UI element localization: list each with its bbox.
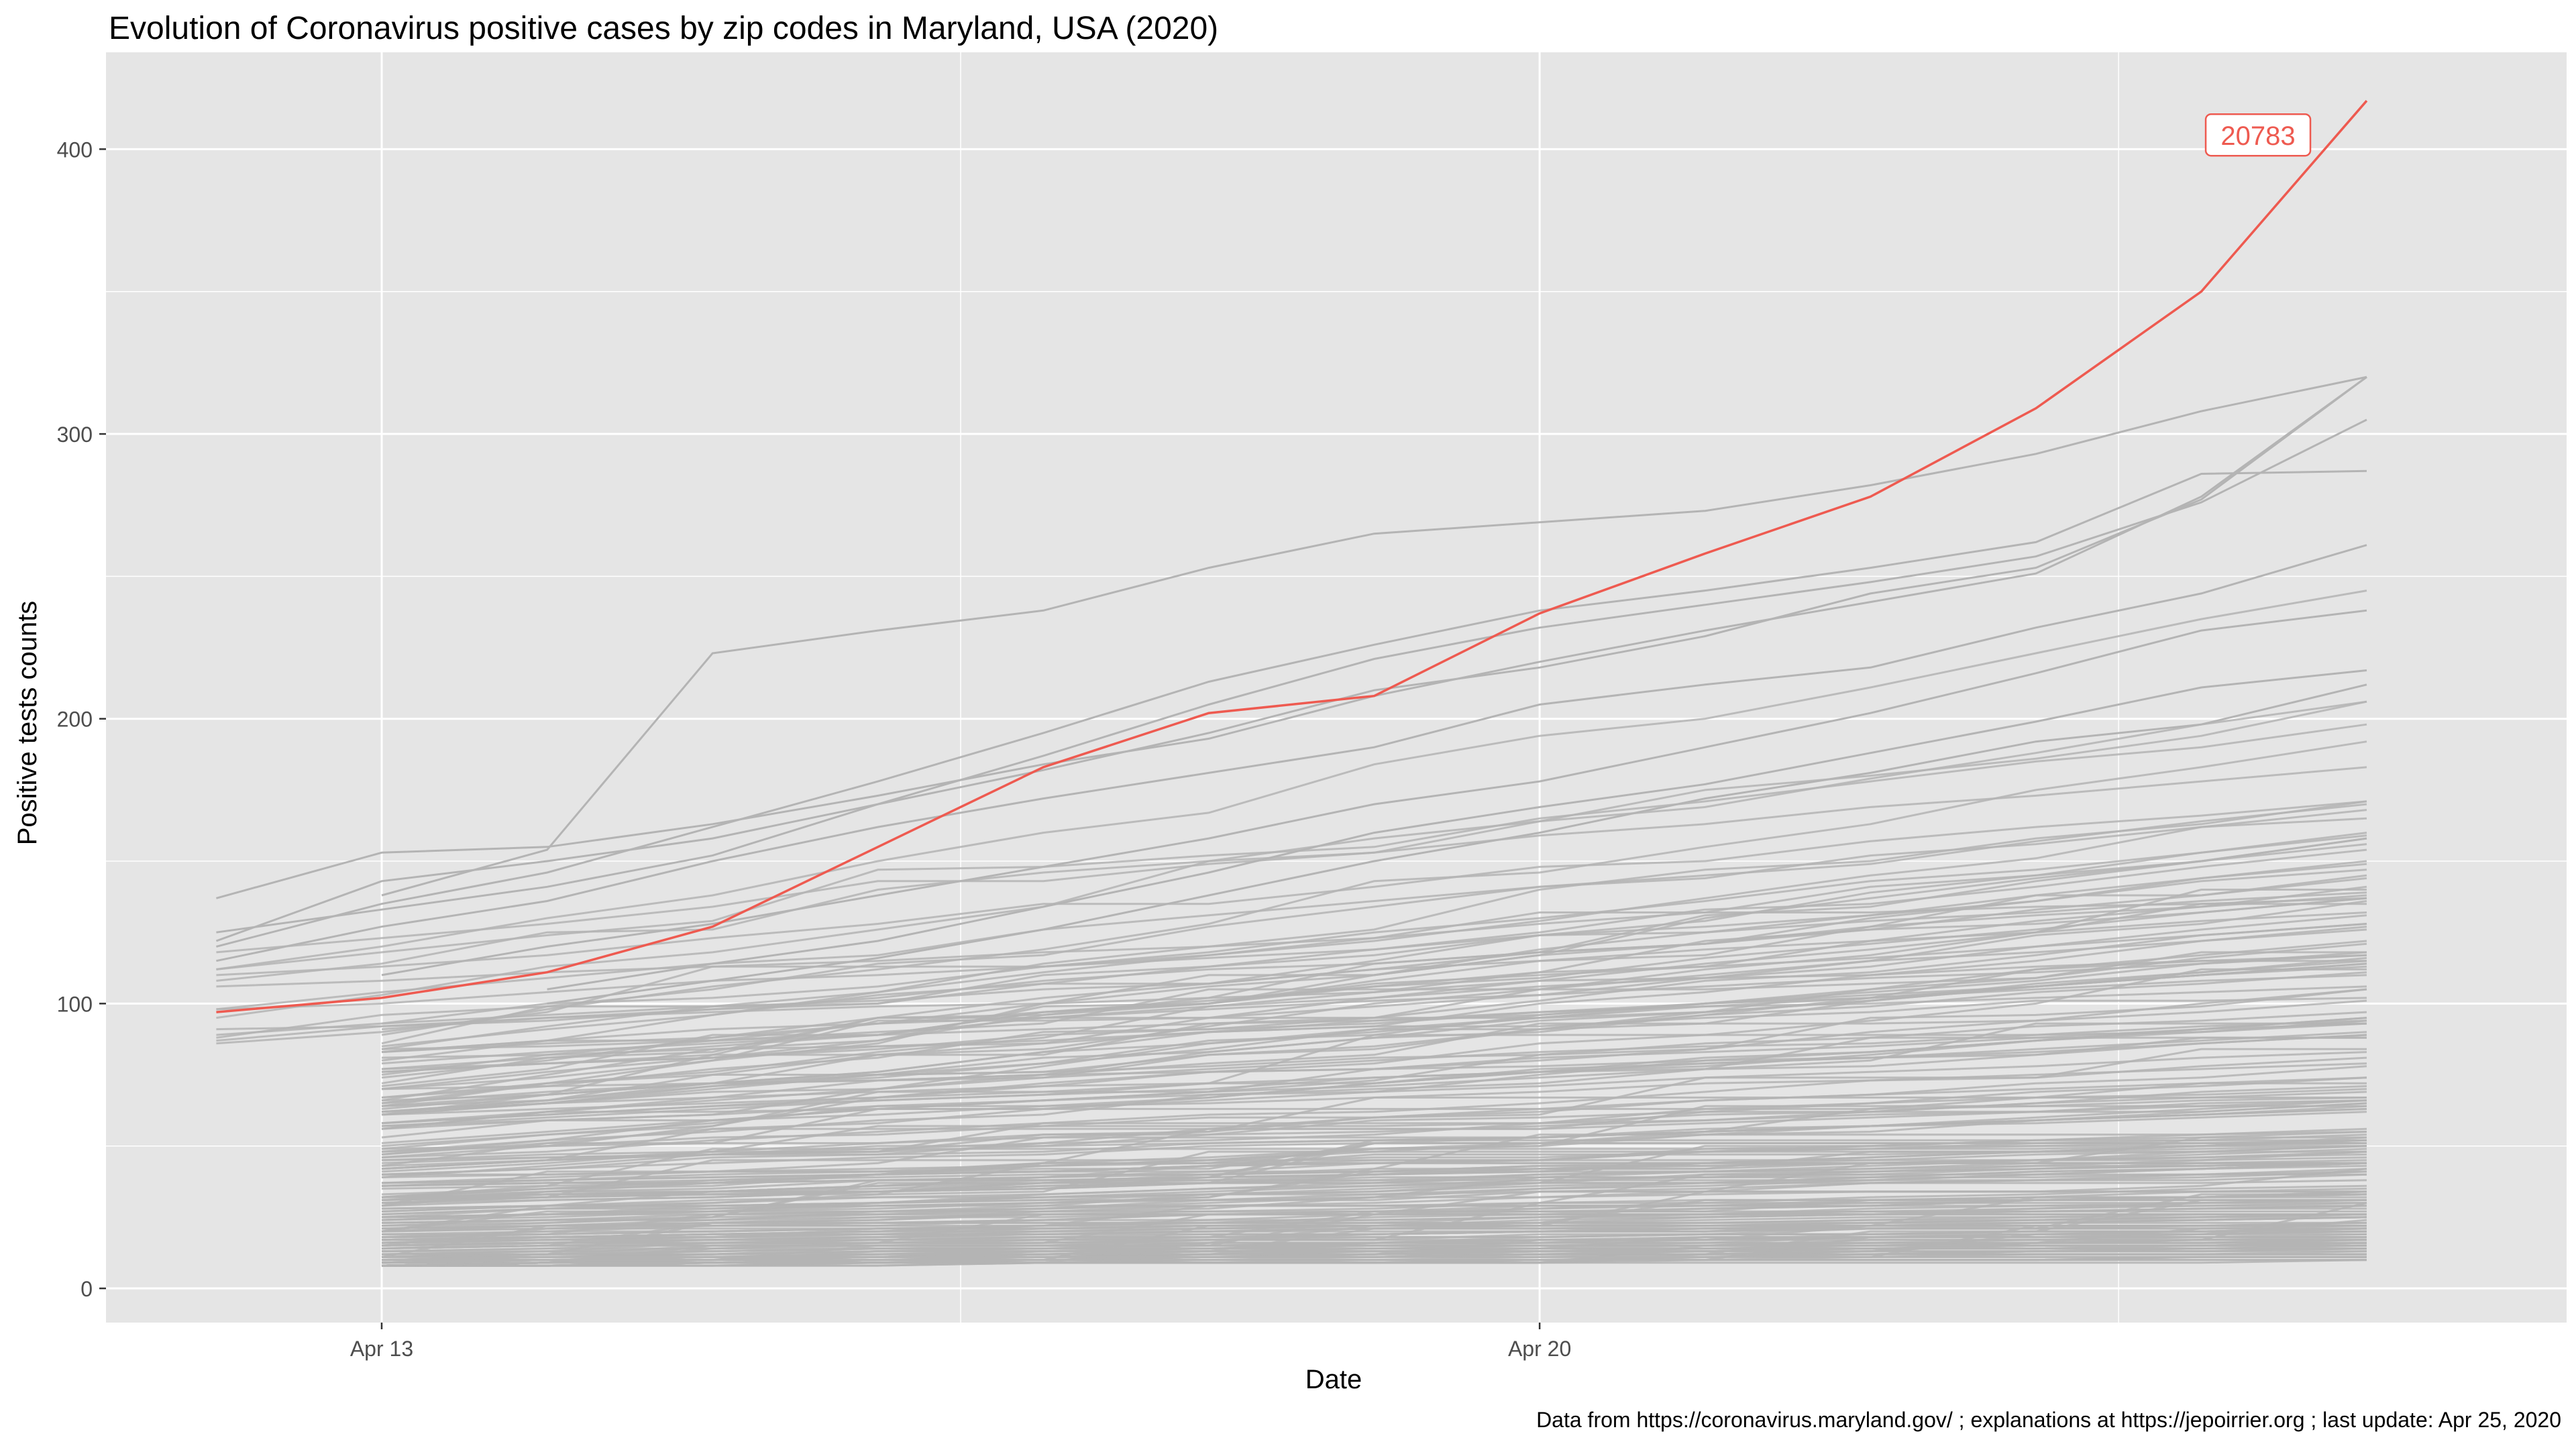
series-line (381, 1184, 2367, 1239)
series-line (381, 1216, 2367, 1255)
series-line (381, 971, 2367, 1116)
series-line (216, 700, 2367, 982)
series-line (381, 1105, 2367, 1184)
series-line (381, 940, 2367, 1116)
highlight-label-text: 20783 (2220, 121, 2295, 151)
series-line (382, 1162, 2367, 1198)
series-line (381, 1202, 2367, 1253)
series-line (381, 1031, 2367, 1127)
y-tick-label: 100 (57, 992, 93, 1016)
highlight-label-box (2204, 113, 2312, 157)
background-series (215, 376, 2367, 1267)
series-line (381, 1062, 2367, 1130)
x-axis-title: Date (1305, 1365, 1362, 1394)
series-line (381, 1236, 2367, 1262)
series-line (381, 1216, 2367, 1235)
series-line (381, 1244, 2367, 1267)
series-line (381, 1198, 2367, 1239)
y-tick-label: 400 (57, 137, 93, 162)
series-line (216, 766, 2367, 954)
series-line (381, 1139, 2367, 1201)
series-line (381, 885, 2367, 1105)
series-line (381, 1153, 2367, 1187)
series-line (381, 1198, 2367, 1258)
series-line (381, 832, 2367, 1079)
series-line (216, 800, 2367, 976)
series-line (381, 985, 2367, 1050)
series-line (381, 999, 2367, 1113)
series-line (381, 1097, 2367, 1150)
series-line (216, 544, 2367, 962)
y-axis-title: Positive tests counts (13, 601, 42, 846)
series-line (216, 418, 2367, 934)
series-line (381, 609, 2367, 976)
caption: Data from https://coronavirus.maryland.g… (1536, 1408, 2561, 1432)
series-line (381, 837, 2367, 1102)
x-tick-label: Apr 13 (350, 1337, 413, 1361)
series-line (381, 1190, 2367, 1250)
series-line (381, 1085, 2367, 1176)
x-axis: Apr 13 Apr 20 (350, 1323, 1571, 1361)
series-line (215, 376, 2367, 942)
series-line (216, 809, 2367, 1011)
series-line (381, 740, 2367, 1036)
series-line (381, 1036, 2367, 1127)
series-line (381, 834, 2367, 1025)
x-tick-label: Apr 20 (1508, 1337, 1571, 1361)
series-line (216, 469, 2367, 948)
series-line (381, 1056, 2367, 1159)
highlight-series-line (216, 100, 2368, 1013)
series-line (381, 1076, 2367, 1153)
y-tick-label: 200 (57, 708, 93, 732)
series-line (381, 1205, 2367, 1233)
series-line (381, 942, 2367, 1130)
series-line (381, 900, 2367, 1116)
series-line (381, 1139, 2367, 1190)
series-line (381, 1241, 2367, 1264)
highlight-label: 20783 (2204, 113, 2312, 157)
y-tick-label: 300 (57, 423, 93, 447)
series-line (381, 376, 2367, 897)
series-line (381, 800, 2367, 1050)
y-axis: 0 100 200 300 400 (57, 137, 106, 1301)
series-line (381, 1076, 2367, 1173)
series-line (381, 1034, 2367, 1125)
series-line (381, 1017, 2367, 1156)
series-line (547, 669, 2367, 991)
series-line (216, 590, 2367, 970)
series-line (381, 1162, 2367, 1213)
series-line (216, 376, 2367, 899)
series-line (381, 1034, 2367, 1153)
series-line (547, 683, 2367, 1005)
series-line (381, 923, 2367, 1054)
series-line (381, 962, 2367, 1107)
series-line (381, 877, 2367, 1087)
chart-title: Evolution of Coronavirus positive cases … (109, 11, 1218, 46)
series-line (381, 1162, 2367, 1230)
y-tick-label: 0 (80, 1277, 93, 1301)
highlight-series (216, 100, 2368, 1013)
series-line (381, 874, 2367, 1084)
